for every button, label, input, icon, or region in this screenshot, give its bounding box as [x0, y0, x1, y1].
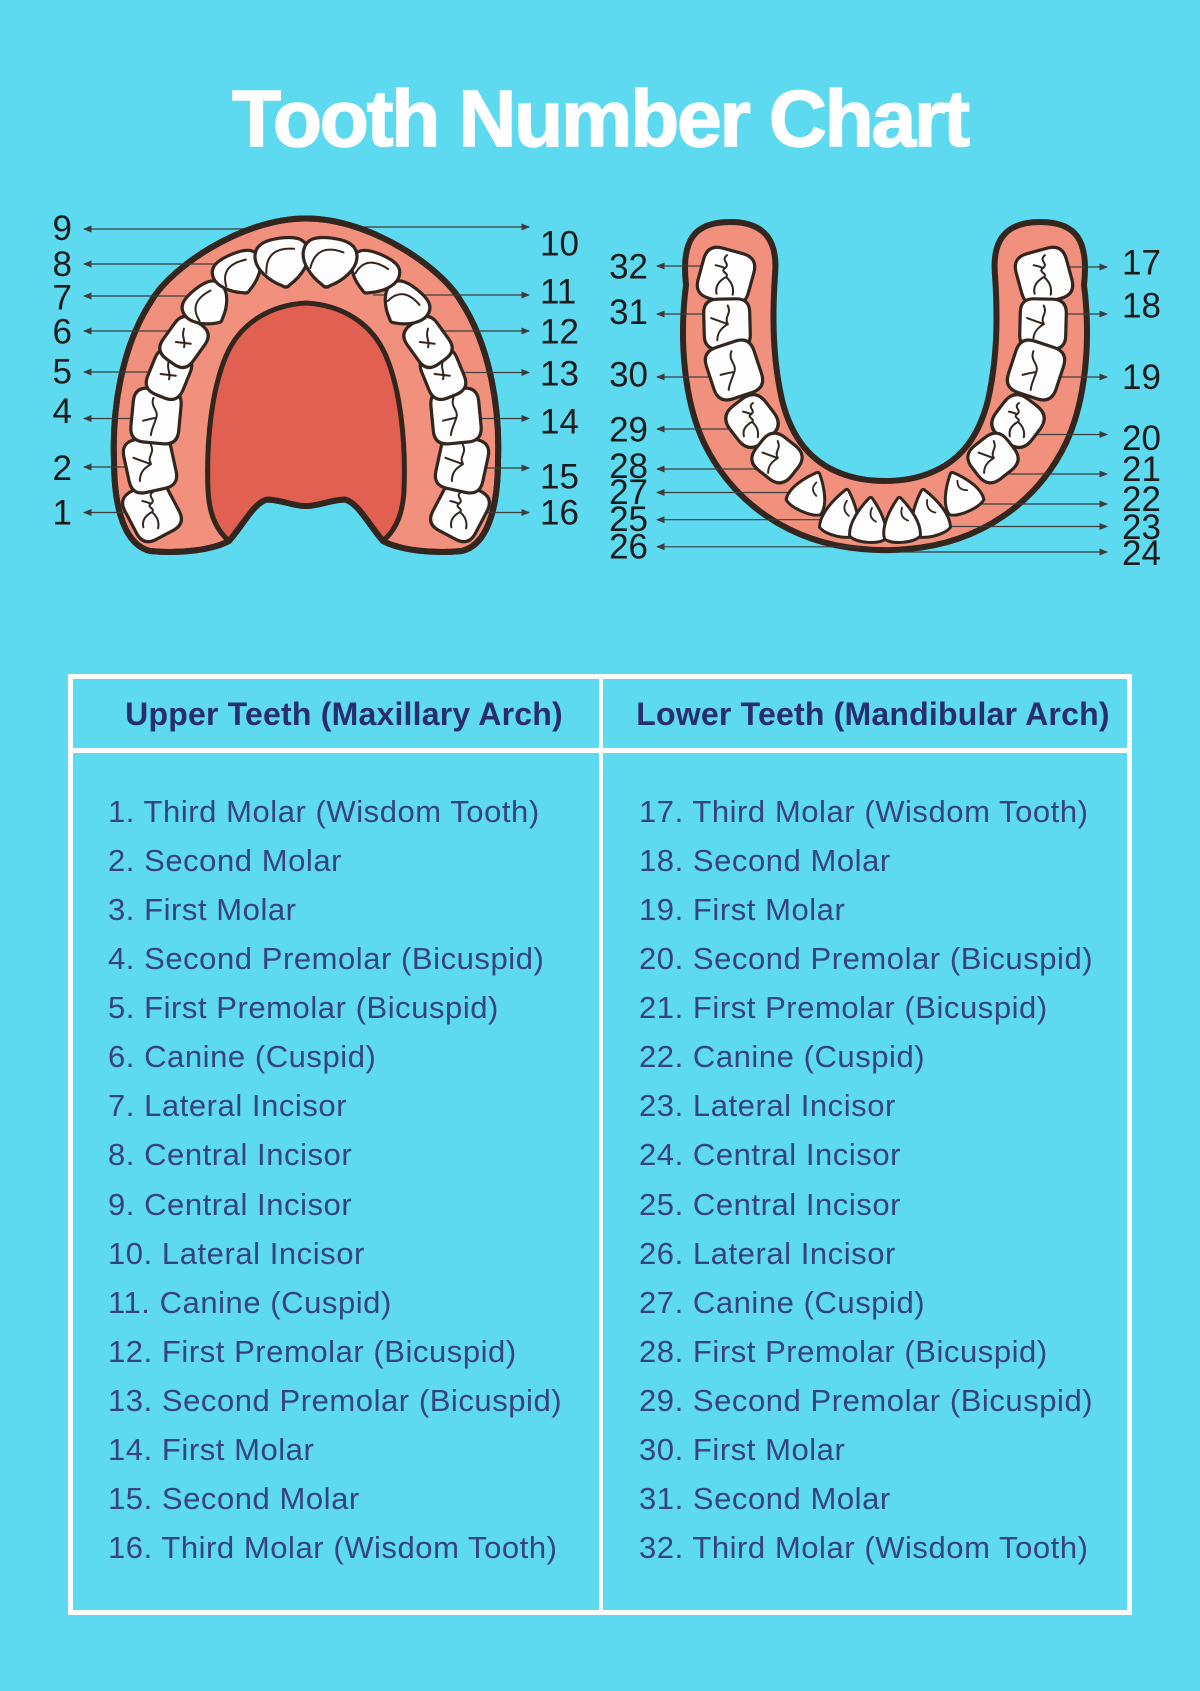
svg-text:20: 20 [1122, 419, 1161, 458]
svg-text:9: 9 [53, 209, 72, 248]
svg-text:5: 5 [53, 353, 72, 392]
svg-text:29: 29 [609, 411, 648, 450]
svg-text:16: 16 [540, 494, 579, 533]
svg-text:19: 19 [1122, 358, 1161, 397]
svg-text:28: 28 [609, 447, 648, 486]
svg-text:13: 13 [540, 355, 579, 394]
svg-text:31: 31 [609, 293, 648, 332]
svg-text:22: 22 [1122, 480, 1161, 519]
svg-text:7: 7 [53, 279, 72, 318]
svg-text:23: 23 [1122, 508, 1161, 547]
svg-text:10: 10 [540, 225, 579, 264]
svg-text:32: 32 [609, 248, 648, 287]
svg-text:14: 14 [540, 403, 579, 442]
svg-text:12: 12 [540, 313, 579, 352]
svg-text:1: 1 [53, 494, 72, 533]
svg-text:24: 24 [1122, 534, 1161, 573]
svg-text:27: 27 [609, 473, 648, 512]
svg-text:2: 2 [53, 449, 72, 488]
svg-text:15: 15 [540, 458, 579, 497]
svg-text:26: 26 [609, 528, 648, 567]
svg-text:25: 25 [609, 500, 648, 539]
svg-text:4: 4 [53, 392, 72, 431]
svg-text:6: 6 [53, 313, 72, 352]
svg-text:17: 17 [1122, 244, 1161, 283]
svg-text:18: 18 [1122, 287, 1161, 326]
svg-text:8: 8 [53, 245, 72, 284]
svg-text:30: 30 [609, 356, 648, 395]
svg-text:11: 11 [540, 273, 576, 312]
svg-text:21: 21 [1122, 450, 1161, 489]
